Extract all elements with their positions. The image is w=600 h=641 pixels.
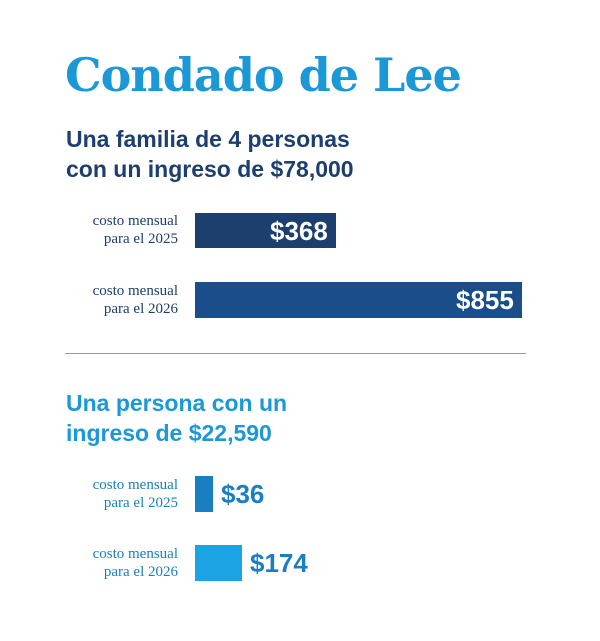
row-label-2025: costo mensual para el 2025 [66,212,178,248]
row-label-line: para el 2025 [103,495,178,511]
section-title-single: Una persona con un ingreso de $22,590 [66,388,287,448]
bar-value-label: $36 [221,479,265,509]
bar-2025 [195,476,213,512]
bar-2026 [195,545,242,581]
page-title: Condado de Lee [65,48,462,102]
row-label-line: costo mensual [92,546,178,562]
bar-value-label: $855 [456,285,514,315]
bar-value-label: $368 [270,216,328,246]
row-label-2026: costo mensual para el 2026 [66,282,178,318]
section-title-line: Una persona con un [66,390,288,416]
row-label-line: costo mensual [92,477,178,493]
section-title-line: Una familia de 4 personas [66,126,350,152]
divider [65,353,526,354]
section-title-family: Una familia de 4 personas con un ingreso… [66,124,354,184]
bar-value-label: $174 [250,548,308,578]
section-title-line: ingreso de $22,590 [66,420,272,446]
section-title-line: con un ingreso de $78,000 [66,156,354,182]
row-label-line: para el 2026 [103,301,178,317]
row-label-2026: costo mensual para el 2026 [66,545,178,581]
row-label-line: costo mensual [92,283,178,299]
bar-2025 [195,213,336,248]
bar-2026 [195,282,522,318]
row-label-2025: costo mensual para el 2025 [66,476,178,512]
row-label-line: para el 2025 [103,231,178,247]
row-label-line: para el 2026 [103,564,178,580]
row-label-line: costo mensual [92,213,178,229]
